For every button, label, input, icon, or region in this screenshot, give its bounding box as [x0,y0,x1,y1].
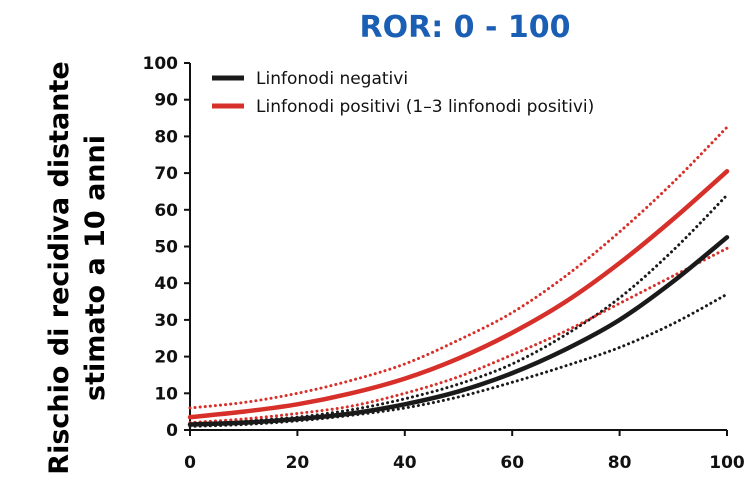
ci-line-1 [188,193,729,425]
x-tick-label: 20 [286,453,310,473]
x-tick-label: 60 [500,453,524,473]
series-line-3 [187,169,730,420]
chart-series [187,125,730,428]
y-tick-label: 30 [154,311,178,331]
x-tick-label: 100 [709,453,745,473]
y-axis-label-line-2: stimato a 10 anni [80,135,111,401]
y-tick-label: 0 [166,421,178,441]
x-tick-label: 40 [393,453,417,473]
legend-label: Linfonodi positivi (1–3 linfonodi positi… [256,97,594,117]
y-tick-label: 20 [154,348,178,368]
ci-line-4 [188,125,729,410]
y-axis-label: Rischio di recidiva distante stimato a 1… [44,61,111,474]
y-tick-label: 50 [154,238,178,258]
y-tick-label: 10 [154,384,178,404]
y-tick-label: 100 [143,54,179,74]
y-tick-label: 40 [154,274,178,294]
ci-line-5 [188,246,729,425]
legend-label: Linfonodi negativi [256,69,408,89]
x-tick-label: 0 [184,453,196,473]
y-tick-label: 70 [154,164,178,184]
y-tick-label: 90 [154,91,178,111]
y-tick-label: 80 [154,127,178,147]
y-tick-label: 60 [154,201,178,221]
chart-title: ROR: 0 - 100 [360,10,571,45]
chart-axes: 0 10 20 30 40 50 60 70 80 90 100 0 20 40 60 80 100 [143,54,745,473]
series-line-0 [187,235,730,427]
x-tick-label: 80 [608,453,632,473]
y-axis-label-line-1: Rischio di recidiva distante [44,61,75,474]
chart-legend: Linfonodi negativi Linfonodi positivi (1–… [212,69,594,117]
